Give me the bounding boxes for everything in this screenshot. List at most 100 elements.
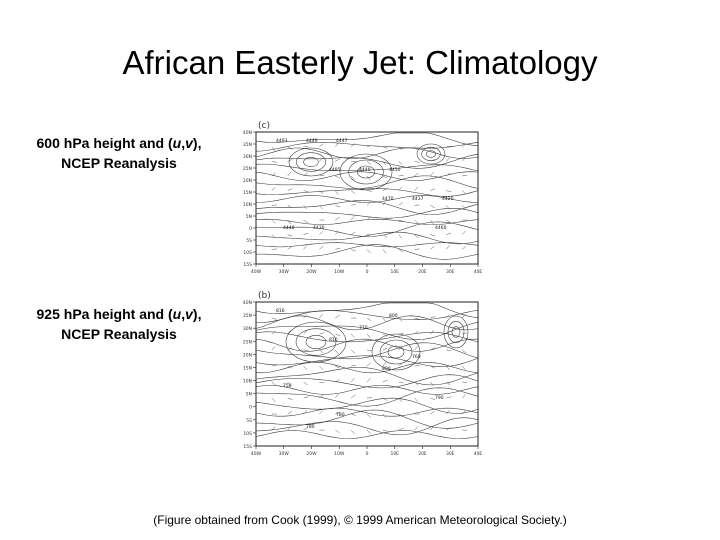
lon-label: 20E	[418, 451, 427, 457]
contour-value-label: 4470	[382, 196, 394, 202]
contour-value-label: 810	[329, 337, 338, 343]
wind-vector	[366, 429, 371, 434]
map-frame-group: (b) 15S 10S 5S 0 5N 10N 15N 20N 25N 30N 35N 40N 40W 30…	[243, 291, 483, 457]
contour-loop	[296, 152, 326, 172]
wind-vector	[287, 159, 293, 162]
wind-vector	[303, 396, 309, 399]
wind-vector	[271, 146, 276, 151]
wind-vector	[351, 231, 356, 235]
wind-vector	[350, 378, 355, 383]
wind-vector	[335, 412, 341, 415]
wind-vector	[303, 245, 307, 250]
wind-vector	[398, 317, 403, 322]
wind-vector	[319, 381, 325, 383]
wind-vector	[414, 346, 419, 351]
wind-vector	[350, 333, 355, 338]
contour-value-label: 4420	[442, 196, 454, 202]
lat-label: 15N	[243, 365, 252, 371]
wind-vector	[303, 219, 308, 224]
lat-label: 5N	[246, 392, 252, 398]
lon-label: 40W	[251, 451, 262, 457]
wind-vector	[430, 159, 436, 162]
wind-vector	[414, 365, 420, 367]
wind-vector	[398, 362, 403, 367]
lon-label: 0	[366, 451, 369, 457]
wind-vector	[335, 365, 340, 369]
wind-vector	[461, 205, 466, 210]
wind-vector	[303, 314, 308, 319]
lon-label: 10E	[390, 451, 399, 457]
caption-suffix: ),	[192, 306, 202, 322]
wind-vector	[382, 234, 388, 238]
wind-vector	[335, 333, 341, 337]
wind-vector	[271, 161, 277, 163]
contour-value-label: 800	[389, 313, 398, 319]
lat-label: 5S	[246, 418, 252, 424]
wind-vector	[446, 232, 452, 235]
lon-label: 10E	[390, 269, 399, 275]
lat-label: 5N	[246, 214, 252, 220]
contour-line	[255, 132, 479, 147]
contour-line	[255, 367, 479, 386]
wind-vector	[430, 316, 436, 319]
contour-value-label: 4440	[283, 225, 295, 231]
wind-vector	[335, 393, 339, 399]
contour-value-label: 780	[336, 412, 345, 418]
wind-vector	[335, 315, 340, 319]
wind-vector	[271, 186, 276, 191]
lat-label: 40N	[243, 300, 252, 306]
wind-vector	[271, 234, 276, 239]
wind-vector	[303, 349, 309, 351]
panel-c-caption: 600 hPa height and (u,v), NCEP Reanalysi…	[14, 133, 224, 173]
contour-line	[255, 407, 479, 417]
wind-vector	[446, 245, 450, 250]
caption-u: u	[172, 135, 182, 151]
lat-label: 15S	[243, 444, 252, 450]
wind-vector	[335, 247, 341, 250]
wind-vector	[398, 346, 403, 351]
wind-vector	[382, 413, 387, 419]
wind-vector	[303, 409, 307, 415]
lat-label: 20N	[243, 178, 252, 184]
contour-line	[255, 430, 479, 439]
contour-loop	[416, 143, 446, 165]
wind-vector	[461, 157, 466, 162]
contour-loop	[426, 150, 436, 158]
wind-vector	[287, 219, 292, 225]
contour-loop	[371, 333, 421, 371]
wind-vector	[414, 161, 420, 163]
wind-vector	[398, 202, 403, 206]
caption-comma: ,	[181, 306, 186, 322]
wind-vector	[319, 410, 324, 415]
wind-vector	[366, 216, 371, 221]
lat-label: 0	[249, 405, 252, 411]
wind-vector	[461, 143, 467, 147]
wind-vector	[430, 171, 434, 177]
lat-label: 40N	[243, 130, 252, 136]
contour-value-label: 4450	[389, 167, 401, 173]
wind-vector	[398, 234, 403, 239]
wind-vector	[271, 364, 277, 367]
wind-vector	[335, 217, 340, 221]
wind-vector	[271, 330, 277, 335]
contour-line	[255, 302, 479, 318]
wind-vector	[414, 426, 419, 431]
slide-title: African Easterly Jet: Climatology	[122, 44, 598, 81]
wind-vector	[461, 365, 466, 370]
contour-line	[255, 338, 479, 352]
lon-label: 20W	[306, 269, 317, 275]
figure-credit: (Figure obtained from Cook (1999), © 199…	[153, 513, 567, 527]
lat-label: 15N	[243, 190, 252, 196]
wind-vector	[303, 190, 309, 192]
wind-vector	[303, 427, 308, 431]
contour-line	[255, 242, 479, 248]
wind-vector	[319, 143, 324, 147]
wind-vector	[319, 332, 325, 335]
wind-vector	[398, 381, 404, 384]
wind-vector	[398, 186, 403, 191]
contour-loop	[348, 159, 384, 185]
wind-vector	[430, 347, 435, 351]
wind-vector	[382, 429, 388, 432]
wind-vector	[287, 329, 292, 335]
wind-vector	[351, 249, 356, 252]
